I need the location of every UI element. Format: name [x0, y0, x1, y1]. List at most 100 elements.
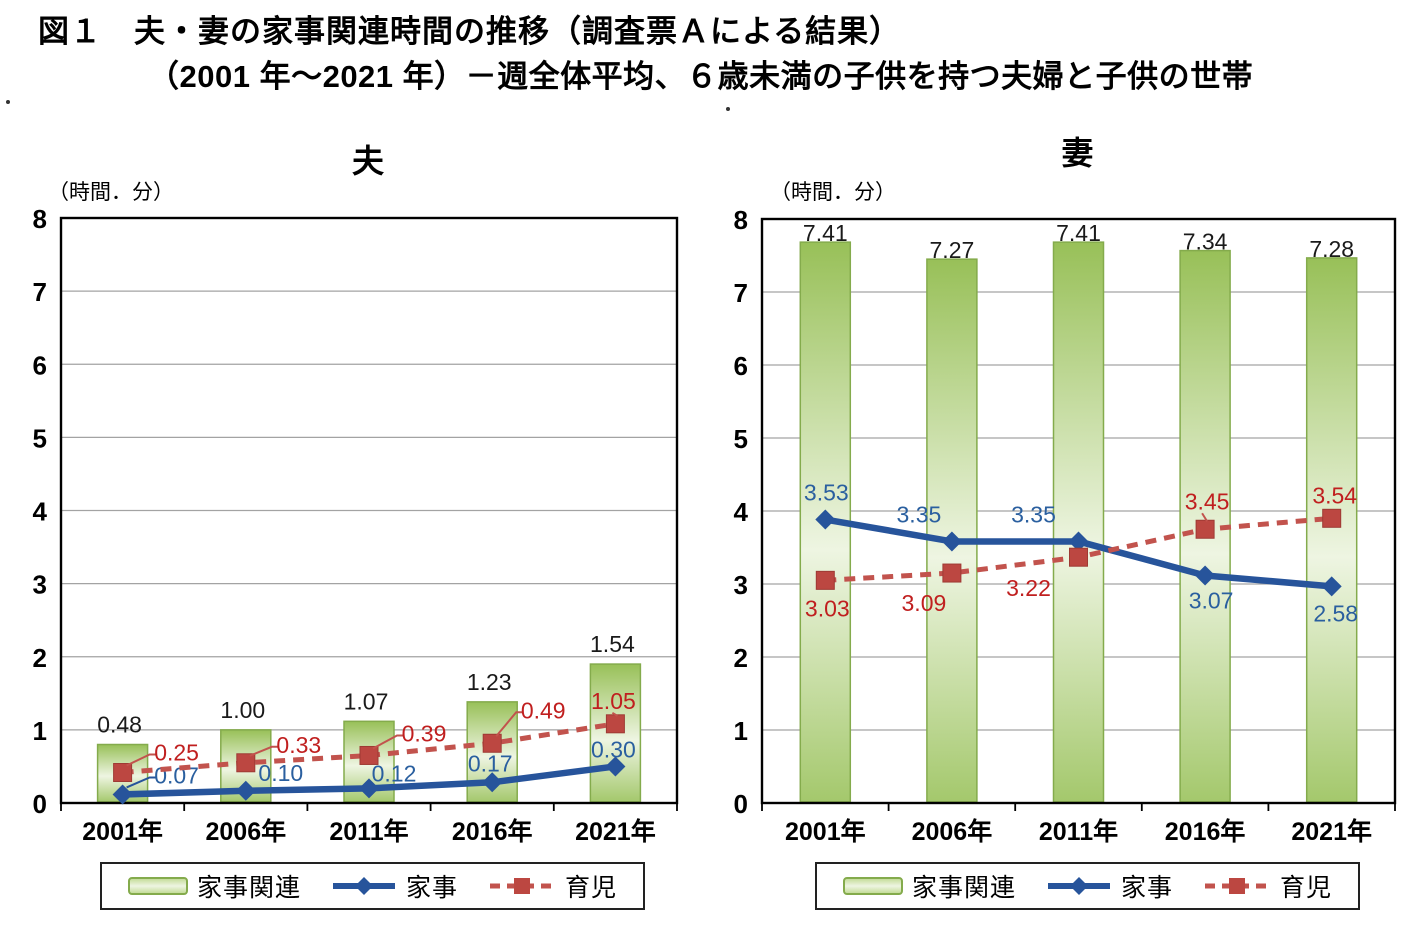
y-tick-label: 4	[734, 497, 749, 527]
category-label: 2021年	[575, 817, 656, 846]
data-label: 3.53	[804, 480, 849, 506]
y-tick-label: 2	[734, 643, 748, 673]
label-connector	[372, 734, 404, 750]
plot-border	[760, 217, 1397, 805]
data-label: 1.05	[591, 688, 636, 714]
wife-legend: 家事関連 家事 育児	[815, 862, 1360, 910]
husband-axis-unit-label: （時間．分）	[48, 181, 174, 204]
ikuji-marker	[113, 763, 133, 783]
y-tick-label: 4	[33, 497, 48, 527]
ikuji-marker	[1069, 547, 1088, 567]
category-label: 2011年	[1039, 817, 1118, 846]
y-tick-label: 2	[33, 643, 47, 673]
data-label: 3.54	[1312, 482, 1357, 508]
y-tick-label: 0	[734, 789, 748, 819]
y-tick-label: 6	[734, 351, 748, 381]
label-connector	[495, 711, 524, 737]
category-label: 2021年	[1291, 817, 1372, 846]
data-label: 3.22	[1006, 575, 1051, 601]
label-connector	[249, 745, 279, 757]
kaji-marker	[359, 778, 379, 799]
legend-label-kaji: 家事	[1120, 874, 1173, 902]
data-label: 3.45	[1185, 488, 1230, 514]
legend-label-ikuji: 育児	[565, 874, 618, 902]
husband-chart-title: 夫	[351, 143, 386, 179]
husband-legend: 家事関連 家事 育児	[100, 862, 645, 910]
figure-title-line1: 図１ 夫・妻の家事関連時間の推移（調査票Ａによる結果）	[38, 14, 902, 49]
data-label: 0.39	[402, 720, 447, 746]
category-label: 2006年	[912, 817, 993, 846]
bar-value-label: 1.07	[344, 688, 389, 714]
stray-mark	[6, 100, 10, 104]
category-label: 2001年	[785, 817, 866, 846]
line-series-swatch	[1047, 877, 1110, 895]
legend-label-kajikanren: 家事関連	[911, 874, 1016, 902]
plot-border	[59, 216, 679, 805]
label-connector	[1201, 512, 1208, 522]
bar-series-swatch	[127, 877, 188, 895]
legend-item-kajikanren: 家事関連	[127, 868, 301, 904]
y-tick-label: 7	[33, 277, 47, 307]
ikuji-marker	[359, 745, 379, 765]
bar-value-label: 7.41	[1056, 220, 1101, 246]
kaji-marker	[815, 509, 836, 530]
y-tick-label: 5	[33, 423, 47, 453]
bar-value-label: 7.34	[1183, 229, 1228, 255]
data-label: 0.17	[468, 750, 513, 776]
bar-value-label: 1.23	[467, 669, 512, 695]
legend-label-kajikanren: 家事関連	[196, 874, 301, 902]
category-label: 2016年	[452, 817, 533, 846]
y-tick-label: 3	[33, 570, 47, 600]
wife-axis-unit-label: （時間．分）	[770, 181, 896, 204]
data-label: 3.35	[897, 501, 942, 527]
kaji-marker	[112, 784, 133, 805]
dashed-line-series-swatch	[490, 878, 554, 894]
wife-chart-title: 妻	[1061, 135, 1096, 171]
data-label: 3.09	[902, 590, 947, 616]
kaji-marker	[1068, 531, 1089, 552]
bar	[926, 258, 978, 803]
data-label: 0.07	[154, 762, 199, 788]
legend-item-kaji: 家事	[1046, 868, 1173, 904]
y-tick-label: 6	[33, 350, 47, 380]
dashed-line-series-swatch	[1205, 878, 1269, 894]
data-label: 0.25	[154, 740, 199, 766]
y-tick-label: 1	[33, 716, 47, 746]
bar-value-label: 1.00	[220, 697, 265, 723]
bar-value-label: 7.41	[803, 220, 848, 246]
kaji-marker	[941, 531, 962, 552]
legend-label-kaji: 家事	[405, 874, 458, 902]
stray-mark	[726, 107, 730, 111]
data-label: 2.58	[1313, 600, 1358, 626]
data-label: 3.03	[805, 595, 850, 621]
ikuji-marker	[942, 563, 962, 583]
bar-value-label: 7.28	[1309, 236, 1354, 262]
y-tick-label: 1	[734, 716, 748, 746]
label-connector	[126, 776, 157, 789]
bar	[1305, 257, 1358, 803]
category-label: 2011年	[329, 817, 408, 846]
y-tick-label: 7	[734, 278, 748, 308]
legend-item-kajikanren: 家事関連	[842, 868, 1016, 904]
data-label: 0.30	[591, 736, 636, 762]
y-tick-label: 5	[734, 424, 748, 454]
ikuji-marker	[236, 753, 256, 773]
y-tick-label: 8	[33, 204, 47, 234]
legend-item-ikuji: 育児	[488, 868, 617, 904]
category-label: 2006年	[205, 817, 286, 846]
ikuji-marker	[1195, 519, 1215, 539]
y-tick-label: 3	[734, 570, 748, 600]
bar-series-swatch	[842, 877, 903, 895]
ikuji-marker	[605, 714, 625, 734]
kaji-marker	[1195, 565, 1216, 586]
kaji-marker	[605, 756, 626, 777]
bar-value-label: 7.27	[930, 237, 975, 263]
data-label: 3.35	[1011, 501, 1056, 527]
data-label: 0.49	[521, 697, 566, 723]
ikuji-marker	[1322, 508, 1342, 528]
ikuji-marker	[482, 733, 502, 753]
data-label: 0.33	[276, 732, 321, 758]
legend-label-ikuji: 育児	[1280, 874, 1333, 902]
